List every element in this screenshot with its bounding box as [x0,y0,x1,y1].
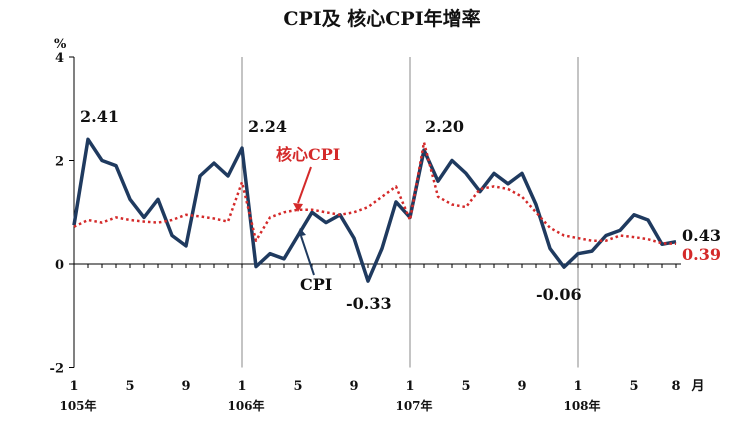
x-tick-label: 5 [125,379,134,394]
cpi-line [72,137,677,283]
annotation-cpi-min-106: -0.33 [346,294,392,313]
x-tick-label: 8 [671,379,680,394]
annotation-cpi-peak-105: 2.41 [80,107,119,126]
year-label: 106年 [227,398,264,413]
year-label: 105年 [59,398,96,413]
core-cpi-arrow-shaft [297,166,312,204]
x-unit-label: 月 [690,379,704,394]
core-cpi-arrow-head [293,203,303,212]
annotation-core-cpi-last: 0.39 [682,245,721,264]
x-tick-label: 9 [349,379,358,394]
annotation-cpi-peak-107: 2.20 [425,117,464,136]
annotation-cpi-min-107: -0.06 [536,285,582,304]
chart-title: CPI及 核心CPI年增率 [283,7,480,30]
x-tick-label: 1 [573,379,582,394]
x-tick-label: 1 [69,379,78,394]
x-tick-label: 5 [293,379,302,394]
year-label: 108年 [563,398,600,413]
core-cpi-series-label: 核心CPI [276,145,340,164]
x-tick-label: 1 [405,379,414,394]
y-tick-label: 2 [55,155,64,170]
x-tick-label: 9 [517,379,526,394]
y-unit-label: % [54,37,67,52]
cpi-arrow-shaft [300,235,315,276]
cpi-arrow-head [296,228,306,237]
x-tick-label: 1 [237,379,246,394]
annotation-cpi-peak-106: 2.24 [248,117,287,136]
y-tick-label: -2 [50,362,64,377]
x-tick-label: 5 [629,379,638,394]
y-tick-label: 4 [55,51,64,66]
year-label: 107年 [395,398,432,413]
annotation-cpi-last: 0.43 [682,226,721,245]
y-tick-label: 0 [55,258,64,273]
x-tick-label: 9 [181,379,190,394]
core-cpi-line [73,141,677,246]
cpi-series-label: CPI [300,275,332,294]
x-tick-label: 5 [461,379,470,394]
